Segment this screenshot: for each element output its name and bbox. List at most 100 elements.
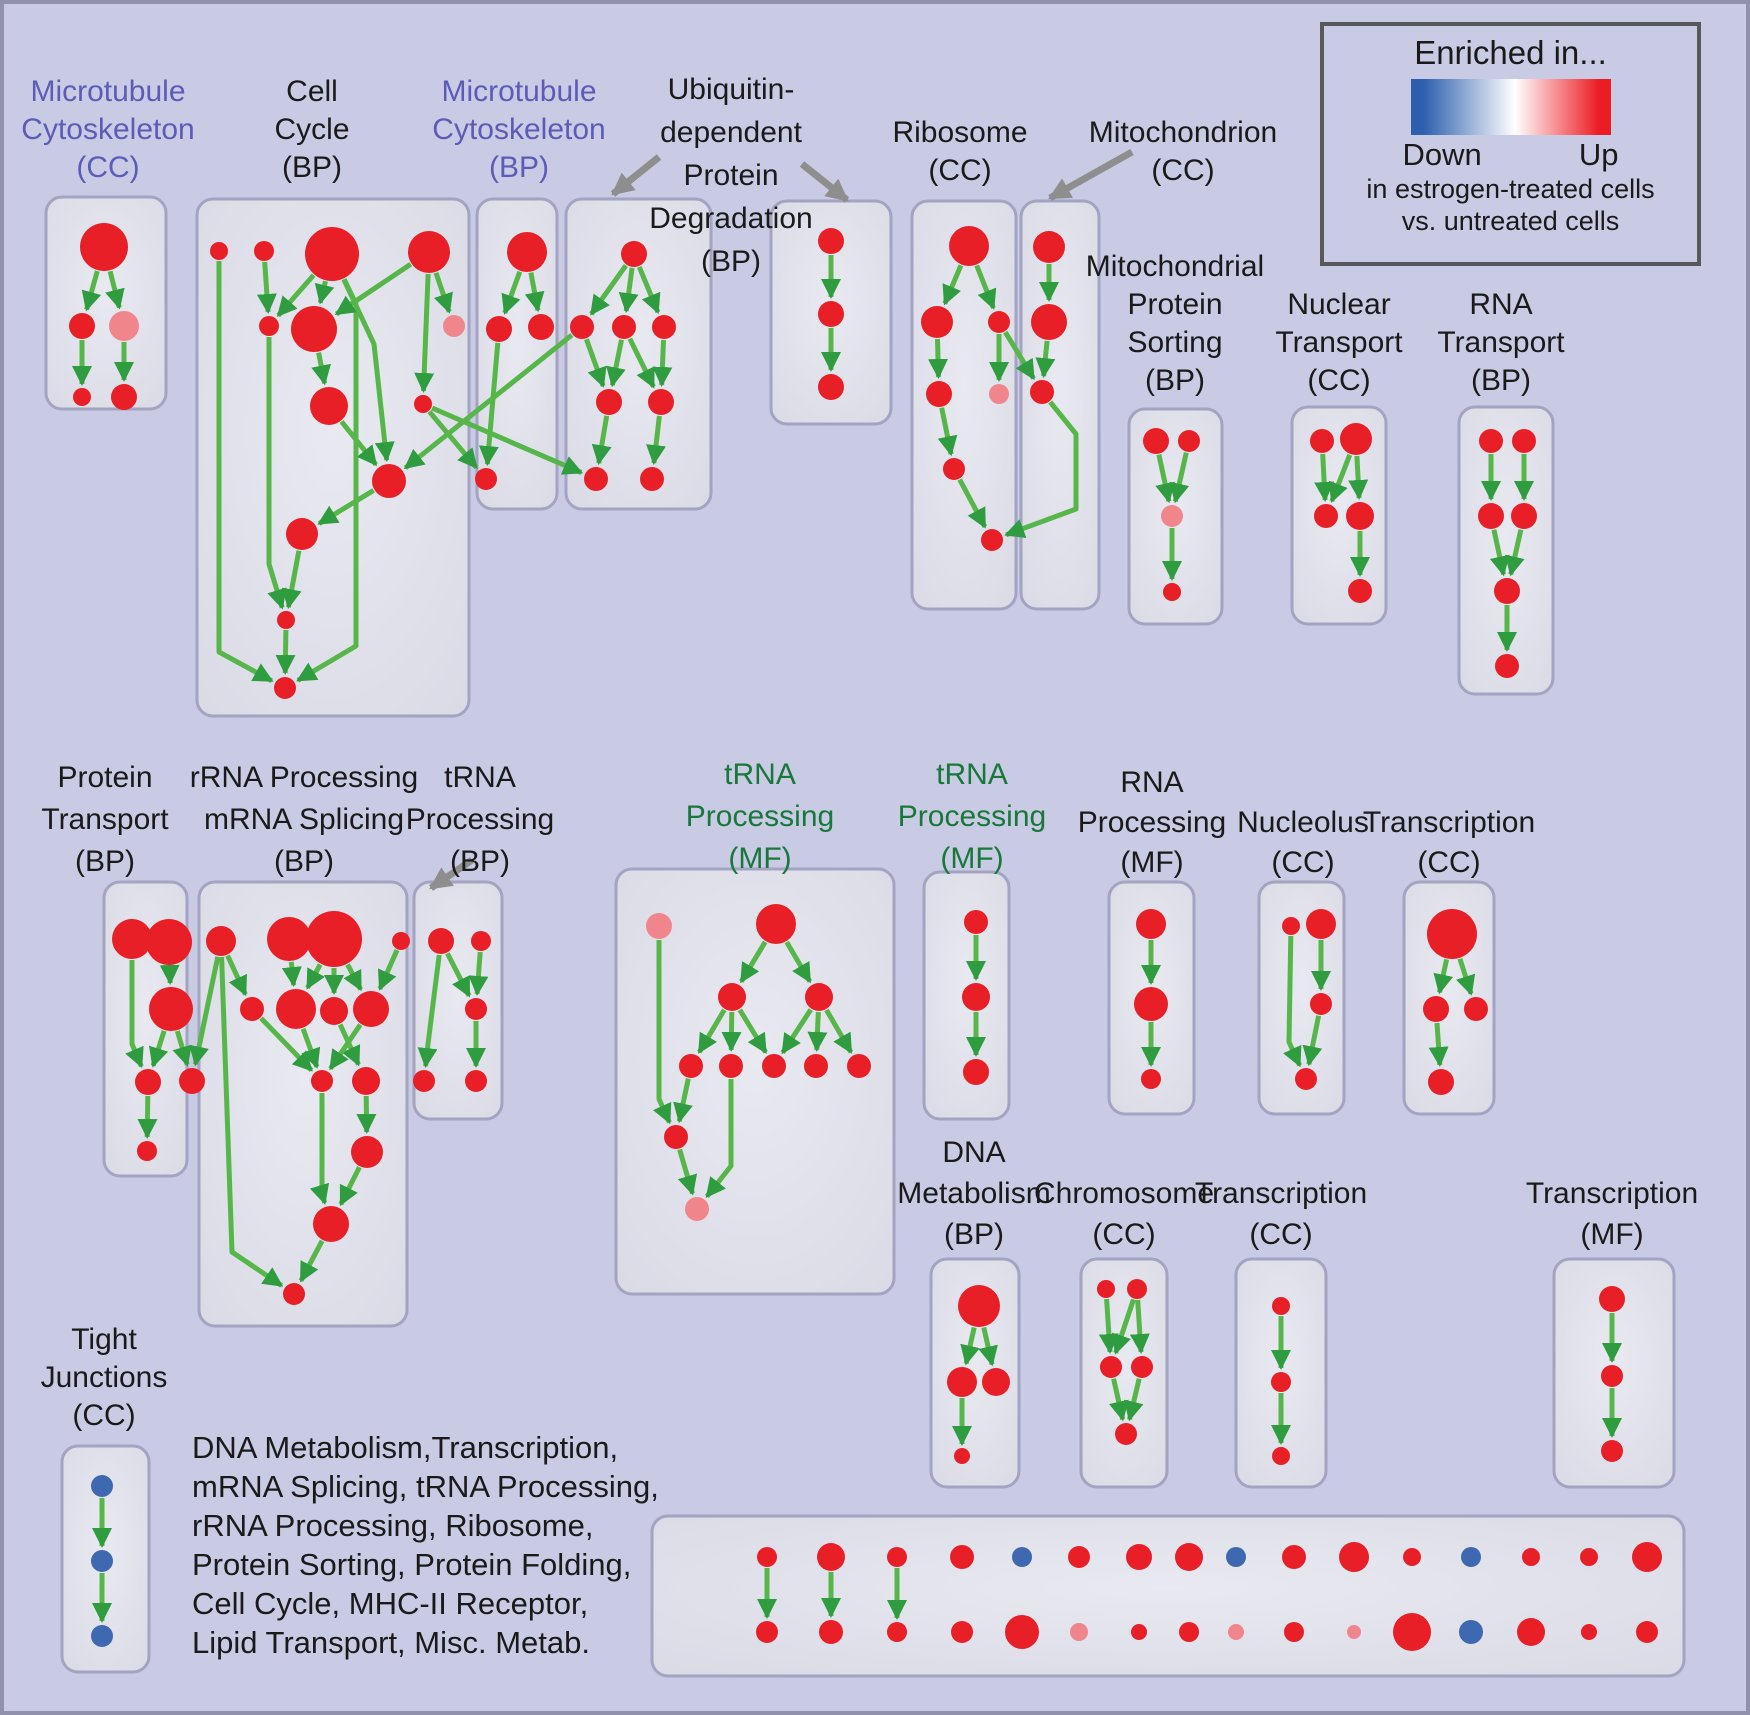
go-term-node xyxy=(685,1197,709,1221)
go-term-node xyxy=(1428,1069,1454,1095)
go-term-node xyxy=(756,1621,778,1643)
edge-arrow xyxy=(937,407,958,457)
go-term-node xyxy=(240,997,264,1021)
go-term-node xyxy=(962,983,990,1011)
edge-arrow xyxy=(1098,1298,1119,1354)
go-term-node xyxy=(1522,1548,1540,1566)
go-term-node xyxy=(805,983,833,1011)
cluster-label-tight-junctions-cc: Tight Junctions (CC) xyxy=(41,1323,168,1432)
go-term-node xyxy=(652,315,676,339)
edge-arrow xyxy=(737,1008,768,1055)
go-term-node xyxy=(887,1547,907,1567)
edge-arrow xyxy=(1129,1299,1150,1354)
edge-arrow xyxy=(636,265,661,315)
go-term-node xyxy=(640,467,664,491)
edge-arrow xyxy=(652,339,673,387)
edge-arrow xyxy=(584,338,607,388)
go-term-node xyxy=(146,919,192,965)
go-term-node xyxy=(988,311,1010,333)
cluster-label-mitochondrion-cc: Mitochondrion (CC) xyxy=(1089,116,1277,187)
go-term-node xyxy=(443,315,465,337)
go-term-node xyxy=(1282,1545,1306,1569)
edge-arrow xyxy=(960,1326,980,1366)
edge-arrow xyxy=(256,261,277,314)
edge-arrow xyxy=(721,1011,742,1052)
legend-endpoints: Down Up xyxy=(1403,137,1619,173)
cluster-label-transcription-cc-upper: Transcription (CC) xyxy=(1363,806,1535,879)
edge-arrow xyxy=(784,940,813,984)
go-term-node xyxy=(1599,1286,1625,1312)
go-term-node xyxy=(1134,987,1168,1021)
edge-arrow xyxy=(618,267,639,314)
go-term-node xyxy=(1478,503,1504,529)
go-term-node xyxy=(353,991,389,1027)
go-term-node xyxy=(305,227,359,281)
go-term-node xyxy=(80,223,128,271)
go-term-node xyxy=(1340,423,1372,455)
go-term-node xyxy=(1161,505,1183,527)
go-term-node xyxy=(310,387,348,425)
edge-arrow xyxy=(377,949,400,991)
go-term-node xyxy=(1030,380,1054,404)
go-term-node xyxy=(1495,654,1519,678)
edge-arrow xyxy=(219,956,284,1288)
go-term-node xyxy=(91,1550,113,1572)
go-term-node xyxy=(1517,1618,1545,1646)
edge-arrow xyxy=(81,270,102,312)
go-term-node xyxy=(947,1367,977,1397)
go-term-node xyxy=(1479,429,1503,453)
go-term-node xyxy=(1314,504,1338,528)
edge-arrow xyxy=(606,339,626,388)
go-term-node xyxy=(664,1125,688,1149)
go-term-node xyxy=(1464,997,1488,1021)
go-term-node xyxy=(950,1545,974,1569)
go-term-node xyxy=(1348,579,1372,603)
edge-arrow xyxy=(1111,1298,1136,1355)
go-term-node xyxy=(179,1068,205,1094)
go-term-node xyxy=(949,226,989,266)
go-term-node xyxy=(1131,1356,1153,1378)
edge-arrow xyxy=(356,1095,377,1134)
cluster-label-transcription-cc-lower: Transcription (CC) xyxy=(1195,1177,1367,1251)
edge-arrow xyxy=(942,264,964,306)
merged-clusters-line: rRNA Processing, Ribosome, xyxy=(192,1508,594,1543)
edge-arrow xyxy=(281,961,302,988)
go-term-node xyxy=(958,1285,1000,1327)
go-term-node xyxy=(486,316,512,342)
edge-arrow xyxy=(646,415,666,466)
cluster-label-microtubule-cytoskeleton-cc: Microtubule Cytoskeleton (CC) xyxy=(21,75,194,184)
go-term-node xyxy=(982,1368,1010,1396)
edge-arrow xyxy=(216,261,274,683)
edge-arrow xyxy=(957,478,988,529)
go-term-node xyxy=(818,374,844,400)
go-term-node xyxy=(964,910,988,934)
edge-arrow xyxy=(1123,1378,1144,1422)
cluster-label-microtubule-cytoskeleton-bp: Microtubule Cytoskeleton (BP) xyxy=(432,75,605,184)
go-term-node xyxy=(465,1070,487,1092)
edge-arrow xyxy=(1489,529,1510,577)
edge-arrow xyxy=(1302,1015,1323,1067)
go-term-node xyxy=(111,384,137,410)
go-term-node xyxy=(1310,429,1334,453)
legend-subtitle-2: vs. untreated cells xyxy=(1401,206,1620,236)
edge-arrow xyxy=(445,952,472,998)
diagram-canvas: Microtubule Cytoskeleton (CC) Cell Cycle (BP)… xyxy=(21,73,1698,1678)
go-term-node xyxy=(408,231,450,273)
go-term-node xyxy=(149,987,193,1031)
legend-gradient-bar xyxy=(1410,79,1611,135)
label-pointer-arrow xyxy=(799,161,850,203)
go-term-node xyxy=(112,919,152,959)
go-term-node xyxy=(1347,1625,1361,1639)
edge-arrow xyxy=(739,940,768,984)
go-term-node xyxy=(951,1621,973,1643)
edge-arrow xyxy=(1169,452,1190,504)
go-term-node xyxy=(1459,1620,1483,1644)
go-term-node xyxy=(372,464,406,498)
go-term-node xyxy=(1423,996,1449,1022)
go-term-node xyxy=(1636,1621,1658,1643)
edge-arrow xyxy=(591,415,612,466)
go-term-node xyxy=(507,232,547,272)
cluster-box-rna-transport-bp xyxy=(1457,405,1555,696)
edge-arrow xyxy=(627,337,656,389)
